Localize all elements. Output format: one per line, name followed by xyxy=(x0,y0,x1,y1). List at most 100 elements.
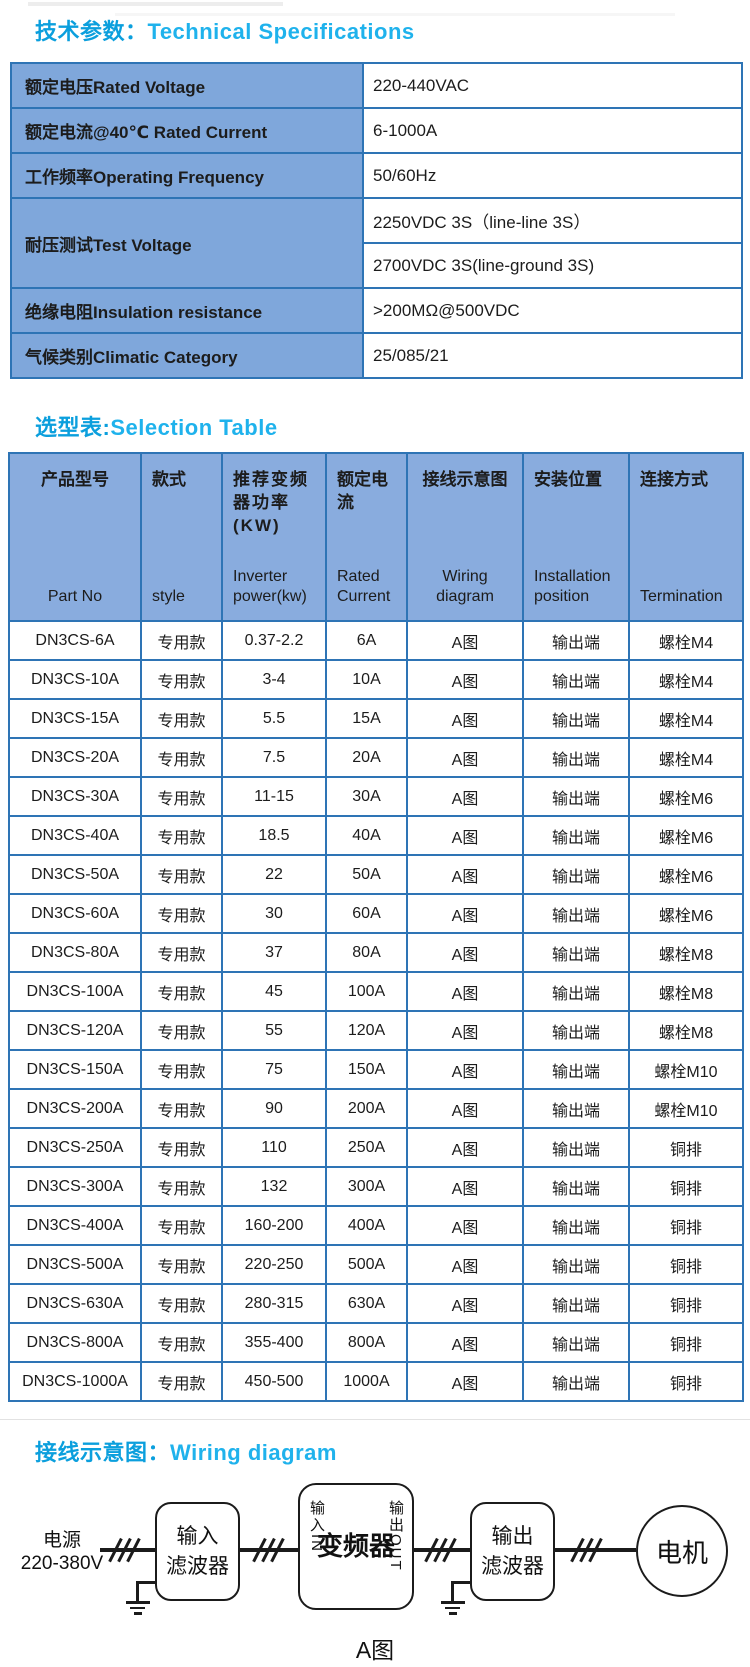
table-row: DN3CS-150A 专用款 75 150A A图 输出端 螺栓M10 xyxy=(8,1049,744,1090)
table-row: DN3CS-15A 专用款 5.5 15A A图 输出端 螺栓M4 xyxy=(8,698,744,739)
motor-circle: 电机 xyxy=(636,1505,728,1597)
wire-source-to-input-filter xyxy=(100,1548,155,1552)
table-cell: 132 xyxy=(221,1166,327,1207)
table-cell: 输出端 xyxy=(522,1166,630,1207)
table-cell: 铜排 xyxy=(628,1244,744,1285)
table-cell: 专用款 xyxy=(140,1010,223,1051)
column-header-zh: 安装位置 xyxy=(534,470,602,489)
table-row: DN3CS-250A 专用款 110 250A A图 输出端 铜排 xyxy=(8,1127,744,1168)
column-header-zh: 推荐变频器功率(KW) xyxy=(233,470,309,535)
input-filter-label-line2: 滤波器 xyxy=(166,1554,229,1578)
spec-row: 额定电压Rated Voltage 220-440VAC xyxy=(10,62,743,109)
table-row: DN3CS-60A 专用款 30 60A A图 输出端 螺栓M6 xyxy=(8,893,744,934)
table-cell: 280-315 xyxy=(221,1283,327,1324)
table-cell: 250A xyxy=(325,1127,408,1168)
column-header: 安装位置 Installation position xyxy=(522,452,630,622)
table-row: DN3CS-630A 专用款 280-315 630A A图 输出端 铜排 xyxy=(8,1283,744,1324)
table-row: DN3CS-80A 专用款 37 80A A图 输出端 螺栓M8 xyxy=(8,932,744,973)
table-cell: DN3CS-150A xyxy=(8,1049,142,1090)
output-filter-label-line1: 输出 xyxy=(491,1525,534,1549)
table-cell: DN3CS-20A xyxy=(8,737,142,778)
power-source-voltage: 220-380V xyxy=(20,1553,104,1575)
table-cell: 专用款 xyxy=(140,620,223,661)
table-cell: 18.5 xyxy=(221,815,327,856)
spec-label: 工作频率Operating Frequency xyxy=(10,152,364,199)
table-cell: 300A xyxy=(325,1166,408,1207)
table-cell: 200A xyxy=(325,1088,408,1129)
table-cell: 输出端 xyxy=(522,659,630,700)
table-cell: 输出端 xyxy=(522,737,630,778)
table-row: DN3CS-500A 专用款 220-250 500A A图 输出端 铜排 xyxy=(8,1244,744,1285)
technical-specs-table: 额定电压Rated Voltage 220-440VAC 额定电流@40℃ Rate… xyxy=(10,62,743,379)
table-cell: 输出端 xyxy=(522,971,630,1012)
wiring-diagram-title: 接线示意图：Wiring diagram xyxy=(35,1435,337,1467)
table-cell: 输出端 xyxy=(522,1205,630,1246)
column-header-en: Part No xyxy=(47,588,103,605)
tech-specs-title: 技术参数：Technical Specifications xyxy=(35,14,415,46)
ground-icon xyxy=(134,1612,142,1615)
table-cell: DN3CS-60A xyxy=(8,893,142,934)
table-cell: 5.5 xyxy=(221,698,327,739)
table-cell: 输出端 xyxy=(522,1088,630,1129)
diagram-caption: A图 xyxy=(355,1637,395,1663)
tech-specs-title-zh: 技术参数： xyxy=(35,19,148,44)
table-cell: 螺栓M10 xyxy=(628,1049,744,1090)
selection-title-zh: 选型表: xyxy=(35,415,111,440)
ground-icon xyxy=(441,1601,465,1604)
table-cell: 55 xyxy=(221,1010,327,1051)
table-cell: A图 xyxy=(406,1283,524,1324)
table-cell: A图 xyxy=(406,1166,524,1207)
power-source-zh: 电源 xyxy=(42,1530,81,1551)
table-cell: 螺栓M6 xyxy=(628,854,744,895)
table-cell: A图 xyxy=(406,932,524,973)
wiring-title-zh: 接线示意图： xyxy=(35,1440,171,1465)
three-phase-slash-icon xyxy=(108,1536,144,1564)
power-source-label: 电源 220-380V xyxy=(14,1529,110,1575)
table-cell: DN3CS-10A xyxy=(8,659,142,700)
table-cell: A图 xyxy=(406,893,524,934)
column-header: 连接方式 Termination xyxy=(628,452,744,622)
spec-value: 25/085/21 xyxy=(362,332,743,379)
table-cell: 专用款 xyxy=(140,698,223,739)
spec-row: 耐压测试Test Voltage 2250VDC 3S（line-line 3S） xyxy=(10,197,743,289)
table-row: DN3CS-100A 专用款 45 100A A图 输出端 螺栓M8 xyxy=(8,971,744,1012)
table-cell: 7.5 xyxy=(221,737,327,778)
table-cell: DN3CS-300A xyxy=(8,1166,142,1207)
spec-value: 220-440VAC xyxy=(362,62,743,109)
table-cell: 螺栓M6 xyxy=(628,776,744,817)
table-cell: DN3CS-630A xyxy=(8,1283,142,1324)
table-cell: 专用款 xyxy=(140,1127,223,1168)
table-cell: 输出端 xyxy=(522,1361,630,1402)
table-cell: 0.37-2.2 xyxy=(221,620,327,661)
table-cell: DN3CS-120A xyxy=(8,1010,142,1051)
spec-value: >200MΩ@500VDC xyxy=(362,287,743,334)
table-cell: 630A xyxy=(325,1283,408,1324)
column-header: 款式 style xyxy=(140,452,223,622)
table-cell: 螺栓M4 xyxy=(628,620,744,661)
three-phase-slash-icon xyxy=(424,1536,460,1564)
table-cell: 800A xyxy=(325,1322,408,1363)
output-filter-label-line2: 滤波器 xyxy=(481,1554,544,1578)
column-header-zh: 接线示意图 xyxy=(422,470,508,489)
table-cell: A图 xyxy=(406,698,524,739)
column-header-en: Wiring diagram xyxy=(436,568,494,605)
input-filter-label-line1: 输入 xyxy=(176,1525,219,1549)
ground-icon xyxy=(137,1581,156,1584)
table-row: DN3CS-40A 专用款 18.5 40A A图 输出端 螺栓M6 xyxy=(8,815,744,856)
table-cell: 75 xyxy=(221,1049,327,1090)
table-cell: DN3CS-1000A xyxy=(8,1361,142,1402)
table-cell: 1000A xyxy=(325,1361,408,1402)
table-row: DN3CS-120A 专用款 55 120A A图 输出端 螺栓M8 xyxy=(8,1010,744,1051)
table-cell: 50A xyxy=(325,854,408,895)
table-cell: 专用款 xyxy=(140,659,223,700)
table-cell: 45 xyxy=(221,971,327,1012)
table-cell: A图 xyxy=(406,737,524,778)
three-phase-slash-icon xyxy=(570,1536,606,1564)
table-cell: DN3CS-80A xyxy=(8,932,142,973)
table-cell: 铜排 xyxy=(628,1322,744,1363)
table-cell: 专用款 xyxy=(140,1166,223,1207)
table-cell: A图 xyxy=(406,815,524,856)
spec-label: 气候类别Climatic Category xyxy=(10,332,364,379)
table-cell: 输出端 xyxy=(522,776,630,817)
table-cell: 专用款 xyxy=(140,893,223,934)
